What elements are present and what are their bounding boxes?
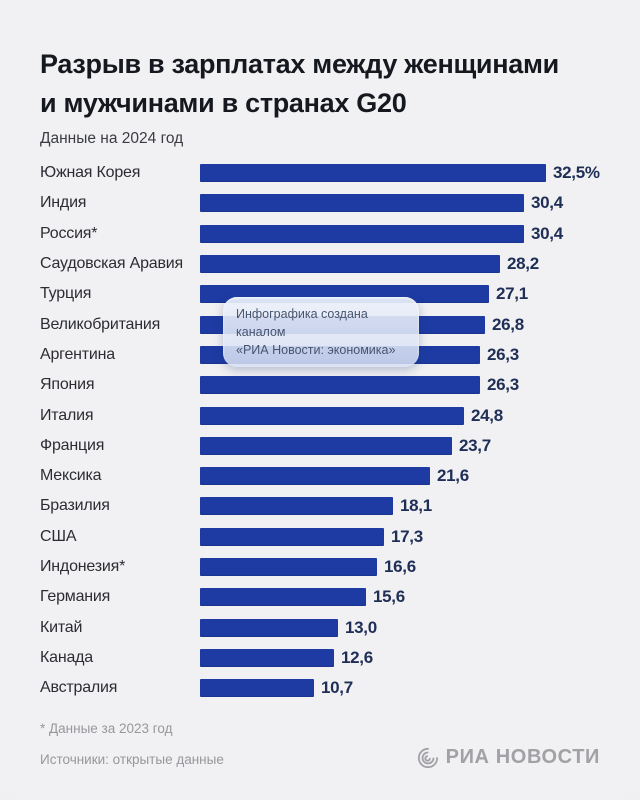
value-label: 12,6 bbox=[341, 647, 373, 667]
value-label: 26,3 bbox=[487, 344, 519, 364]
bar-track: 26,3 bbox=[200, 375, 600, 395]
footnote: * Данные за 2023 год bbox=[40, 721, 173, 737]
ria-globe-icon bbox=[417, 747, 438, 768]
bar bbox=[200, 467, 430, 486]
bar bbox=[200, 497, 393, 516]
bar-track: 23,7 bbox=[200, 435, 600, 455]
value-label: 32,5% bbox=[553, 163, 600, 183]
country-label: Россия* bbox=[40, 224, 98, 242]
country-label: Мексика bbox=[40, 467, 102, 485]
bar bbox=[200, 255, 500, 274]
bar bbox=[200, 588, 366, 607]
bar-row: Мексика 21,6 bbox=[40, 461, 600, 491]
country-label: Саудовская Аравия bbox=[40, 255, 184, 273]
brand-name: РИА НОВОСТИ bbox=[445, 746, 600, 769]
bar bbox=[200, 376, 480, 395]
country-label: Бразилия bbox=[40, 497, 110, 515]
tooltip: Инфографика создана каналом «РИА Новости… bbox=[223, 297, 419, 367]
bar-row: Саудовская Аравия 28,2 bbox=[40, 249, 600, 279]
country-label: Индия bbox=[40, 194, 87, 212]
ria-logo: РИА НОВОСТИ bbox=[417, 746, 600, 770]
bar-row: Россия* 30,4 bbox=[40, 219, 600, 249]
value-label: 30,4 bbox=[531, 223, 563, 243]
bar bbox=[200, 436, 452, 455]
bar-track: 15,6 bbox=[200, 587, 600, 607]
bar-row: Германия 15,6 bbox=[40, 582, 600, 612]
value-label: 28,2 bbox=[507, 254, 539, 274]
value-label: 16,6 bbox=[384, 557, 416, 576]
country-label: Австралия bbox=[40, 679, 118, 697]
bar-track: 18,1 bbox=[200, 496, 600, 516]
value-label: 26,8 bbox=[492, 314, 524, 334]
bar-track: 32,5% bbox=[200, 163, 600, 183]
country-label: Индонезия* bbox=[40, 558, 126, 575]
page-title: Разрыв в зарплатах между женщинами и муж… bbox=[40, 45, 600, 122]
bar-row: Южная Корея 32,5% bbox=[40, 158, 600, 188]
value-label: 27,1 bbox=[496, 284, 528, 304]
bar bbox=[200, 679, 314, 698]
country-label: Германия bbox=[40, 588, 111, 606]
bar bbox=[200, 224, 524, 243]
bar-row: Австралия 10,7 bbox=[40, 673, 600, 703]
bar-row: Япония 26,3 bbox=[40, 370, 600, 400]
bar bbox=[200, 648, 334, 667]
value-label: 17,3 bbox=[391, 526, 423, 546]
bar-track: 30,4 bbox=[200, 223, 600, 243]
value-label: 30,4 bbox=[531, 193, 563, 213]
bar-track: 12,6 bbox=[200, 647, 600, 667]
sources-label: Источники: открытые данные bbox=[40, 752, 224, 768]
bar bbox=[200, 618, 338, 637]
bar-track: 17,3 bbox=[200, 526, 600, 546]
bar-row: Индия 30,4 bbox=[40, 188, 600, 218]
page-title-line1: Разрыв в зарплатах между женщинами bbox=[40, 49, 559, 79]
country-label: Южная Корея bbox=[40, 164, 141, 182]
bar-row: Бразилия 18,1 bbox=[40, 491, 600, 521]
page-subtitle: Данные на 2024 год bbox=[40, 130, 184, 147]
bar bbox=[200, 164, 546, 183]
value-label: 10,7 bbox=[321, 678, 353, 698]
country-label: Великобритания bbox=[40, 315, 161, 333]
country-label: Франция bbox=[40, 436, 105, 454]
value-label: 18,1 bbox=[400, 496, 432, 516]
value-label: 23,7 bbox=[459, 435, 491, 455]
bar bbox=[200, 194, 524, 213]
country-label: Канада bbox=[40, 648, 93, 666]
bar-track: 13,0 bbox=[200, 617, 600, 637]
bar bbox=[200, 527, 384, 546]
footer: * Данные за 2023 год Источники: открытые… bbox=[40, 719, 600, 770]
bar-row: Франция 23,7 bbox=[40, 431, 600, 461]
footer-notes: * Данные за 2023 год Источники: открытые… bbox=[40, 719, 224, 770]
page-title-line2: и мужчинами в странах G20 bbox=[40, 87, 407, 118]
country-label: Китай bbox=[40, 618, 83, 636]
country-label: Аргентина bbox=[40, 345, 115, 363]
tooltip-line2: «РИА Новости: экономика» bbox=[236, 343, 396, 357]
bar-row: Китай 13,0 bbox=[40, 612, 600, 642]
value-label: 13,0 bbox=[345, 617, 377, 637]
bar-chart: Южная Корея 32,5% Индия 30,4 Россия* 30,4 Сауд… bbox=[40, 158, 600, 703]
bar-row: Италия 24,8 bbox=[40, 400, 600, 430]
country-label: Турция bbox=[40, 285, 92, 303]
value-label: 26,3 bbox=[487, 375, 519, 395]
value-label: 15,6 bbox=[373, 587, 405, 607]
country-label: США bbox=[40, 527, 77, 545]
bar-track: 28,2 bbox=[200, 254, 600, 274]
bar-track: 16,6 bbox=[200, 557, 600, 576]
bar-row: США 17,3 bbox=[40, 522, 600, 552]
bar bbox=[200, 558, 377, 576]
bar-row: Канада 12,6 bbox=[40, 643, 600, 673]
country-label: Италия bbox=[40, 406, 94, 424]
bar-track: 21,6 bbox=[200, 466, 600, 486]
bar-track: 24,8 bbox=[200, 405, 600, 425]
bar-track: 10,7 bbox=[200, 678, 600, 698]
bar bbox=[200, 406, 464, 425]
value-label: 24,8 bbox=[471, 405, 503, 425]
tooltip-line1: Инфографика создана каналом bbox=[236, 307, 368, 339]
country-label: Япония bbox=[40, 376, 95, 394]
bar-track: 30,4 bbox=[200, 193, 600, 213]
value-label: 21,6 bbox=[437, 466, 469, 486]
bar-row: Индонезия* 16,6 bbox=[40, 552, 600, 582]
